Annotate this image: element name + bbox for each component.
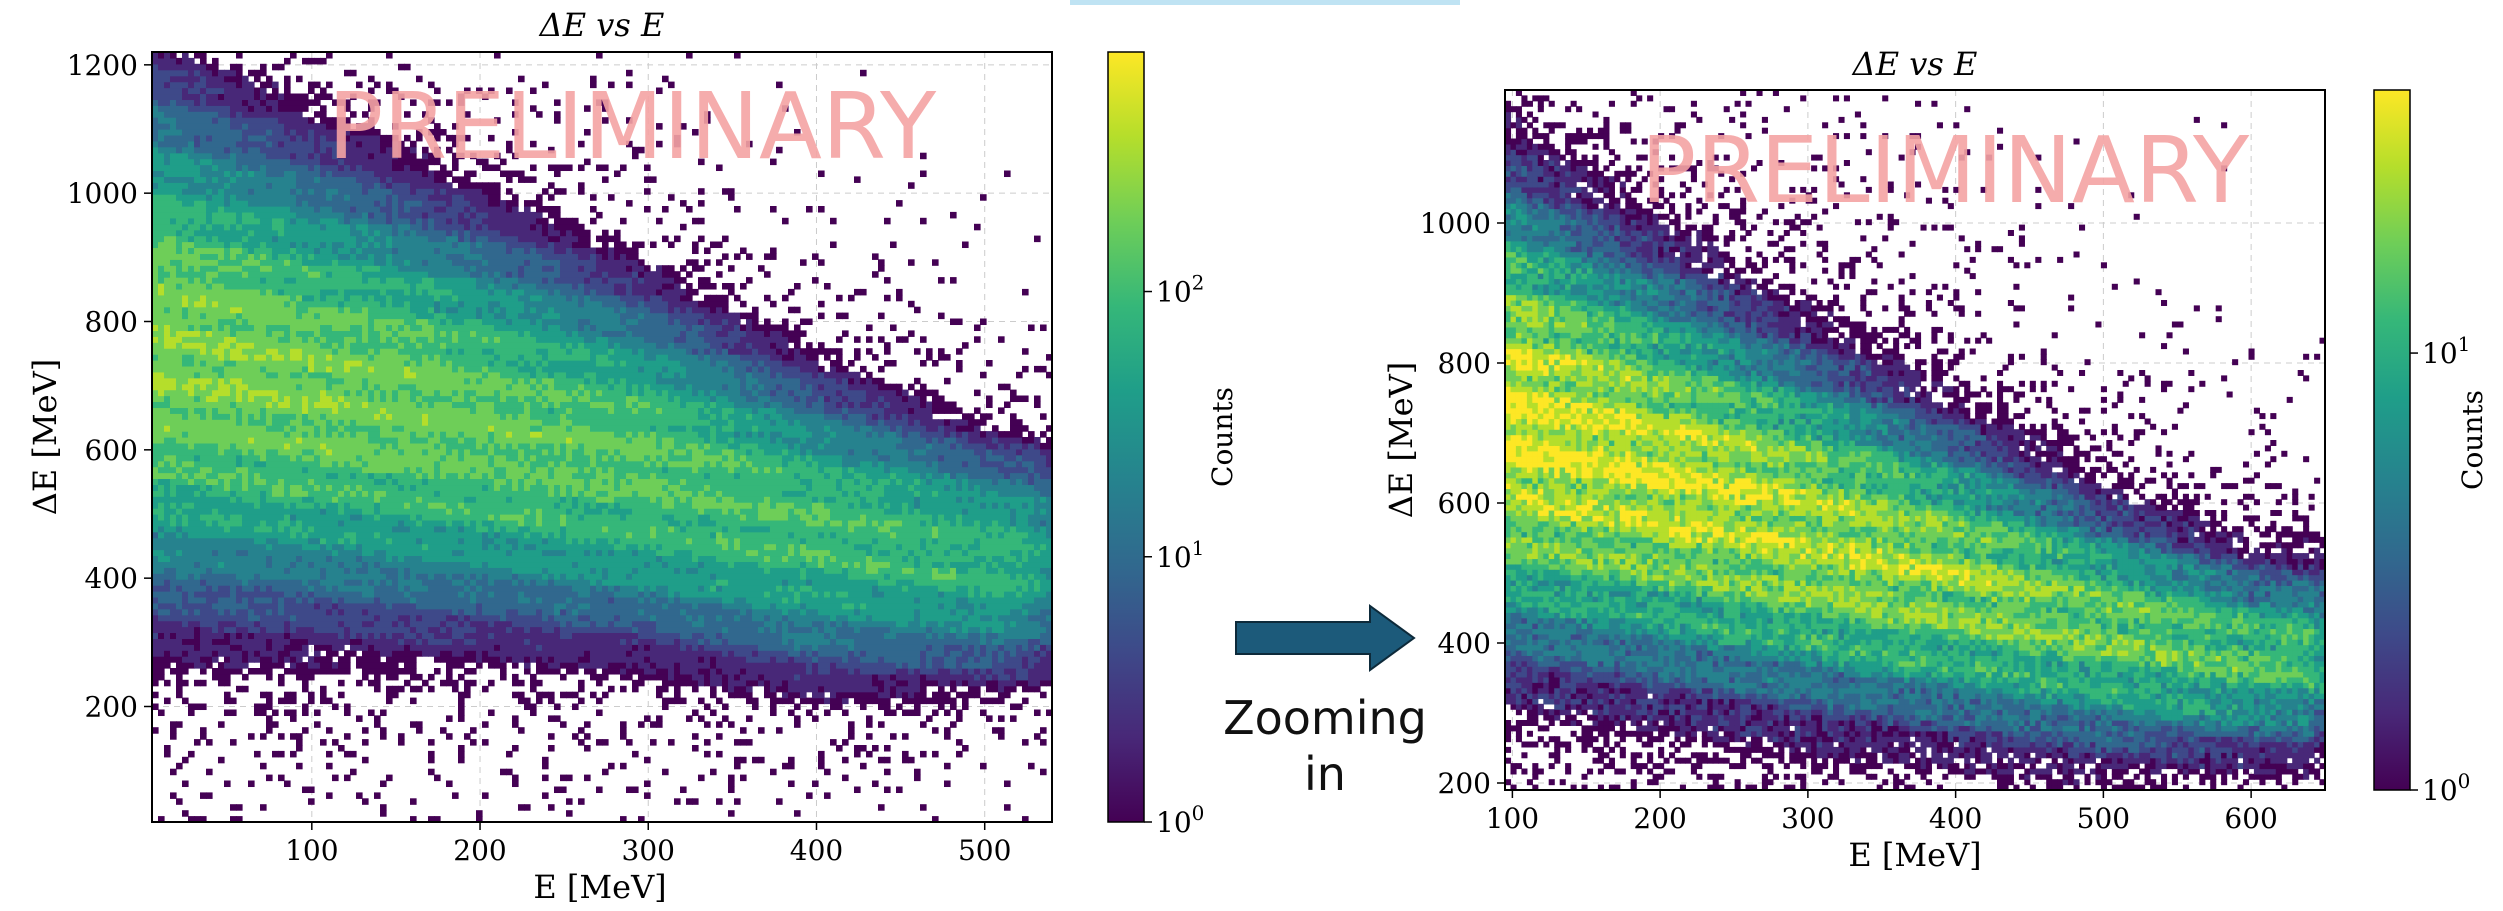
- right-arrow-icon: [1235, 604, 1416, 672]
- chart-right-x-ticks: 100 200 300 400 500 600: [1486, 790, 2278, 835]
- chart-right-plot-frame: [1504, 89, 2326, 791]
- zoom-label-line1: Zooming: [1210, 690, 1440, 746]
- chart-right-colorbar-tick-label: 101: [2422, 332, 2470, 370]
- zoom-arrow: [1235, 604, 1416, 672]
- chart-left-x-tick-label: 500: [958, 834, 1011, 867]
- chart-left-x-tick-label: 200: [453, 834, 506, 867]
- chart-right-y-axis-label: ΔE [MeV]: [1382, 362, 1420, 518]
- chart-left-colorbar: [1107, 51, 1145, 823]
- chart-left-x-tick-label: 100: [285, 834, 338, 867]
- chart-right-y-tick-label: 400: [1438, 627, 1491, 660]
- chart-right: ΔE vs E PRELIMINARY 100 200 300 400 500 600 2…: [1382, 45, 2489, 874]
- chart-right-x-tick-label: 600: [2224, 802, 2277, 835]
- chart-left-y-tick-label: 1000: [67, 177, 138, 210]
- chart-right-x-tick-label: 200: [1633, 802, 1686, 835]
- chart-right-colorbar-label: Counts: [2456, 390, 2489, 490]
- chart-right-y-tick-label: 1000: [1420, 207, 1491, 240]
- chart-left-x-axis-label: E [MeV]: [533, 868, 666, 906]
- chart-left-y-tick-label: 200: [85, 691, 138, 724]
- chart-left: ΔE vs E PRELIMINARY 100 200 300 400 500 200 4…: [26, 6, 1239, 906]
- chart-right-y-tick-label: 800: [1438, 347, 1491, 380]
- chart-right-x-tick-label: 400: [1929, 802, 1982, 835]
- chart-left-x-tick-label: 300: [622, 834, 675, 867]
- chart-left-colorbar-ticks: 100 101 102: [1144, 271, 1204, 839]
- zoom-label-line2: in: [1210, 746, 1440, 802]
- chart-right-x-axis-label: E [MeV]: [1848, 836, 1981, 874]
- zoom-label: Zooming in: [1210, 690, 1440, 802]
- chart-left-colorbar-tick-label: 100: [1156, 801, 1204, 839]
- chart-left-watermark: PRELIMINARY: [328, 73, 937, 180]
- chart-left-y-tick-label: 400: [85, 562, 138, 595]
- chart-right-colorbar-ticks: 100 101: [2410, 332, 2470, 807]
- chart-left-plot-frame: [151, 51, 1053, 823]
- chart-left-x-ticks: 100 200 300 400 500: [285, 822, 1011, 867]
- chart-left-y-tick-label: 600: [85, 434, 138, 467]
- chart-left-colorbar-tick-label: 101: [1156, 536, 1204, 574]
- chart-right-watermark: PRELIMINARY: [1641, 117, 2250, 224]
- chart-left-x-tick-label: 400: [790, 834, 843, 867]
- chart-right-x-tick-label: 100: [1486, 802, 1539, 835]
- top-accent-strip: [1070, 0, 1460, 5]
- chart-left-heatmap-cells: [152, 52, 1052, 822]
- chart-left-y-tick-label: 800: [85, 306, 138, 339]
- chart-left-colorbar-label: Counts: [1206, 387, 1239, 487]
- chart-left-y-tick-label: 1200: [67, 49, 138, 82]
- chart-right-colorbar-tick-label: 100: [2422, 769, 2470, 807]
- chart-right-x-tick-label: 500: [2077, 802, 2130, 835]
- chart-left-title: ΔE vs E: [538, 6, 665, 44]
- chart-right-colorbar: [2373, 89, 2411, 791]
- chart-right-y-tick-label: 600: [1438, 487, 1491, 520]
- chart-right-heatmap-cells: [1505, 90, 2325, 790]
- chart-right-y-tick-label: 200: [1438, 767, 1491, 800]
- chart-left-colorbar-tick-label: 102: [1156, 271, 1204, 309]
- chart-right-x-tick-label: 300: [1781, 802, 1834, 835]
- chart-left-y-ticks: 200 400 600 800 1000 1200: [67, 49, 152, 724]
- chart-right-y-ticks: 200 400 600 800 1000: [1420, 207, 1505, 800]
- chart-left-y-axis-label: ΔE [MeV]: [26, 359, 64, 515]
- chart-right-title: ΔE vs E: [1851, 45, 1978, 83]
